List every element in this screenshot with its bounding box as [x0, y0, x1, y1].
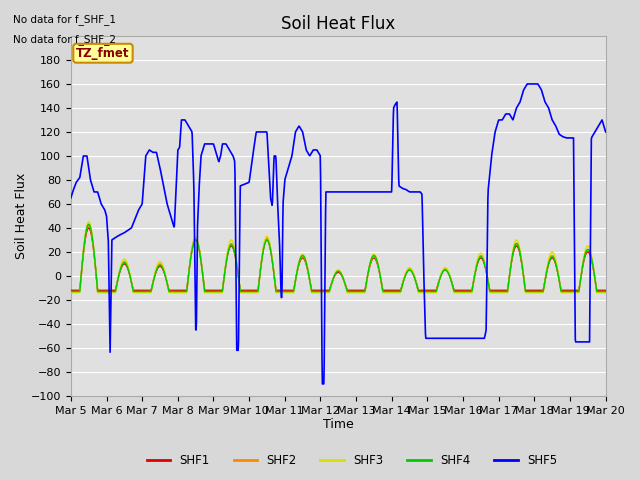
SHF1	[305, 275, 313, 280]
SHF5	[130, 218, 138, 224]
SHF3	[305, 275, 313, 280]
SHF5	[524, 81, 531, 87]
Line: SHF1: SHF1	[71, 228, 605, 290]
SHF4	[109, 288, 116, 294]
SHF1	[372, 256, 380, 262]
Title: Soil Heat Flux: Soil Heat Flux	[281, 15, 396, 33]
SHF2	[109, 288, 116, 294]
SHF4	[372, 254, 380, 260]
X-axis label: Time: Time	[323, 419, 354, 432]
Text: No data for f_SHF_2: No data for f_SHF_2	[13, 34, 116, 45]
SHF3	[315, 290, 323, 296]
SHF5	[372, 189, 380, 195]
SHF1	[131, 288, 138, 293]
SHF4	[315, 288, 323, 294]
SHF5	[602, 129, 609, 135]
SHF2	[85, 223, 93, 228]
Line: SHF2: SHF2	[71, 226, 605, 291]
SHF5	[319, 381, 326, 387]
SHF1	[67, 288, 75, 293]
SHF2	[305, 275, 313, 280]
SHF3	[85, 219, 93, 225]
SHF2	[372, 255, 380, 261]
SHF2	[294, 264, 302, 270]
SHF5	[294, 125, 301, 131]
SHF3	[294, 263, 302, 269]
SHF4	[294, 264, 302, 269]
SHF4	[131, 288, 138, 294]
Y-axis label: Soil Heat Flux: Soil Heat Flux	[15, 173, 28, 259]
Line: SHF3: SHF3	[71, 222, 605, 293]
Line: SHF5: SHF5	[71, 84, 605, 384]
SHF1	[109, 288, 116, 293]
SHF2	[602, 288, 609, 294]
SHF5	[67, 195, 75, 201]
SHF1	[85, 225, 93, 231]
SHF4	[305, 274, 313, 280]
SHF2	[131, 288, 138, 294]
SHF1	[602, 288, 609, 293]
SHF1	[315, 288, 323, 293]
SHF5	[305, 152, 313, 157]
SHF3	[131, 290, 138, 296]
Text: TZ_fmet: TZ_fmet	[76, 47, 130, 60]
SHF3	[602, 290, 609, 296]
SHF3	[109, 290, 116, 296]
SHF5	[315, 150, 323, 156]
Line: SHF4: SHF4	[71, 224, 605, 291]
SHF2	[315, 288, 323, 294]
SHF4	[85, 221, 93, 227]
SHF1	[294, 264, 302, 270]
SHF3	[67, 290, 75, 296]
SHF4	[67, 288, 75, 294]
Text: No data for f_SHF_1: No data for f_SHF_1	[13, 14, 116, 25]
Legend: SHF1, SHF2, SHF3, SHF4, SHF5: SHF1, SHF2, SHF3, SHF4, SHF5	[142, 449, 562, 472]
SHF5	[108, 237, 116, 242]
SHF3	[372, 253, 380, 259]
SHF2	[67, 288, 75, 294]
SHF4	[602, 288, 609, 294]
